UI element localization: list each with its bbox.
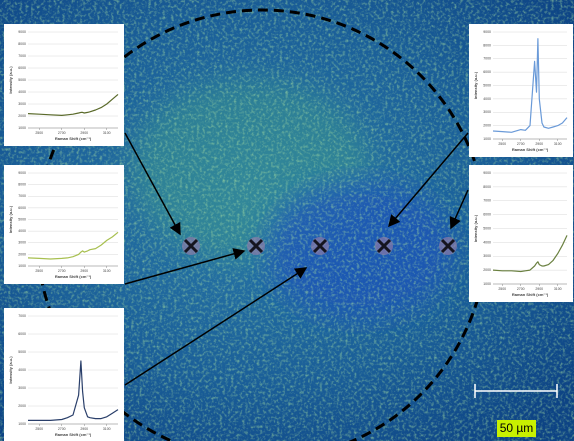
y-tick-label: 7000 xyxy=(483,199,491,203)
y-tick-label: 2000 xyxy=(18,114,26,118)
y-tick-label: 8000 xyxy=(483,43,491,47)
x-tick-label: 2500 xyxy=(498,287,506,291)
y-tick-label: 1000 xyxy=(483,282,491,286)
scale-label: 50 µm xyxy=(500,421,534,435)
x-tick-label: 2900 xyxy=(535,287,543,291)
y-tick-label: 2000 xyxy=(483,268,491,272)
y-tick-label: 3000 xyxy=(483,110,491,114)
y-tick-label: 3000 xyxy=(483,254,491,258)
y-tick-label: 5000 xyxy=(18,78,26,82)
y-tick-label: 5000 xyxy=(483,83,491,87)
y-tick-label: 4000 xyxy=(18,368,26,372)
y-tick-label: 2000 xyxy=(18,252,26,256)
x-tick-label: 2700 xyxy=(58,131,66,135)
y-axis-label: Intensity (a.u.) xyxy=(473,214,478,242)
x-tick-label: 3100 xyxy=(554,287,562,291)
y-tick-label: 9000 xyxy=(483,171,491,175)
x-tick-label: 2700 xyxy=(58,427,66,431)
x-tick-label: 3100 xyxy=(103,131,111,135)
x-tick-label: 3100 xyxy=(103,269,111,273)
x-tick-label: 2900 xyxy=(80,427,88,431)
figure: 50 µm 1000 2000 3000 4000 5000 6000 7000 8000 90… xyxy=(0,0,574,441)
y-tick-label: 4000 xyxy=(483,240,491,244)
y-tick-label: 7000 xyxy=(18,314,26,318)
x-tick-label: 2700 xyxy=(58,269,66,273)
y-tick-label: 1000 xyxy=(483,137,491,141)
x-tick-label: 2900 xyxy=(535,142,543,146)
y-tick-label: 9000 xyxy=(18,30,26,34)
y-tick-label: 7000 xyxy=(483,57,491,61)
x-axis-label: Raman Shift (cm⁻¹) xyxy=(55,136,92,141)
y-tick-label: 4000 xyxy=(483,97,491,101)
y-tick-label: 7000 xyxy=(18,54,26,58)
y-tick-label: 9000 xyxy=(483,30,491,34)
y-axis-label: Intensity (a.u.) xyxy=(8,66,13,94)
x-axis-label: Raman Shift (cm⁻¹) xyxy=(512,147,549,152)
y-tick-label: 3000 xyxy=(18,386,26,390)
x-tick-label: 2500 xyxy=(35,269,43,273)
y-tick-label: 6000 xyxy=(18,66,26,70)
y-tick-label: 1000 xyxy=(18,422,26,426)
y-tick-label: 6000 xyxy=(18,206,26,210)
y-tick-label: 6000 xyxy=(483,70,491,74)
y-tick-label: 2000 xyxy=(18,404,26,408)
x-tick-label: 2900 xyxy=(80,131,88,135)
x-tick-label: 2700 xyxy=(517,142,525,146)
x-tick-label: 2500 xyxy=(35,427,43,431)
y-tick-label: 4000 xyxy=(18,90,26,94)
x-tick-label: 3100 xyxy=(103,427,111,431)
x-tick-label: 2500 xyxy=(498,142,506,146)
y-tick-label: 5000 xyxy=(483,226,491,230)
y-tick-label: 2000 xyxy=(483,124,491,128)
spectrum-inset: 1000 2000 3000 4000 5000 6000 7000 2500 2700 2900… xyxy=(4,308,124,441)
y-axis-label: Intensity (a.u.) xyxy=(473,71,478,99)
y-axis-label: Intensity (a.u.) xyxy=(8,205,13,233)
x-tick-label: 2500 xyxy=(35,131,43,135)
spectrum-inset: 1000 2000 3000 4000 5000 6000 7000 8000 9000 2500… xyxy=(4,24,124,146)
y-axis-label: Intensity (a.u.) xyxy=(8,356,13,384)
y-tick-label: 8000 xyxy=(18,183,26,187)
y-tick-label: 6000 xyxy=(18,332,26,336)
x-tick-label: 2700 xyxy=(517,287,525,291)
x-axis-label: Raman Shift (cm⁻¹) xyxy=(55,274,92,279)
y-tick-label: 7000 xyxy=(18,194,26,198)
x-axis-label: Raman Shift (cm⁻¹) xyxy=(55,432,92,437)
y-tick-label: 3000 xyxy=(18,241,26,245)
y-tick-label: 3000 xyxy=(18,102,26,106)
spectrum-inset: 1000 2000 3000 4000 5000 6000 7000 8000 9000 2500… xyxy=(469,165,573,302)
y-tick-label: 5000 xyxy=(18,350,26,354)
spectrum-inset: 1000 2000 3000 4000 5000 6000 7000 8000 9000 2500… xyxy=(4,165,124,284)
y-tick-label: 6000 xyxy=(483,213,491,217)
y-tick-label: 4000 xyxy=(18,229,26,233)
y-tick-label: 1000 xyxy=(18,126,26,130)
x-tick-label: 2900 xyxy=(80,269,88,273)
y-tick-label: 8000 xyxy=(483,185,491,189)
y-tick-label: 9000 xyxy=(18,171,26,175)
y-tick-label: 1000 xyxy=(18,264,26,268)
y-tick-label: 8000 xyxy=(18,42,26,46)
x-axis-label: Raman Shift (cm⁻¹) xyxy=(512,292,549,297)
y-tick-label: 5000 xyxy=(18,217,26,221)
spectrum-inset: 1000 2000 3000 4000 5000 6000 7000 8000 9000 2500… xyxy=(469,24,573,157)
x-tick-label: 3100 xyxy=(554,142,562,146)
